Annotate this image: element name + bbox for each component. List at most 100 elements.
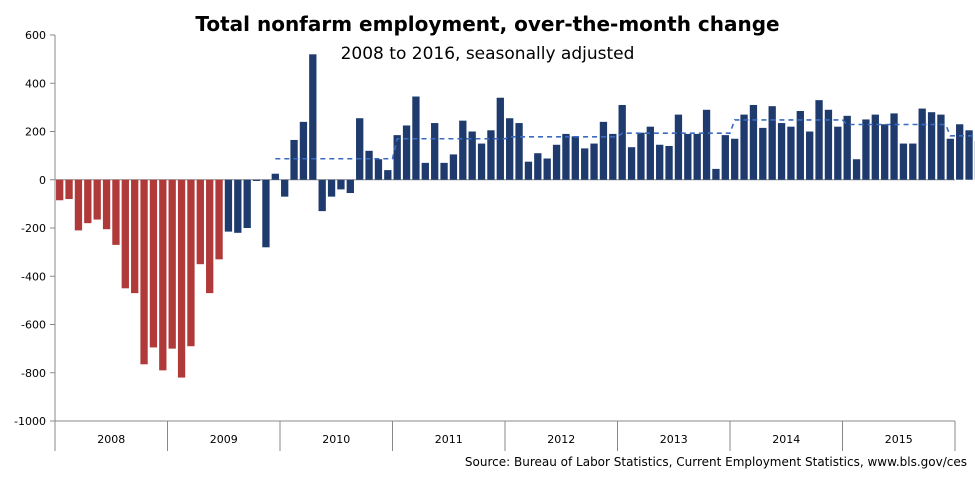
bar <box>815 100 823 180</box>
bar <box>899 143 908 180</box>
bar <box>149 179 158 348</box>
bar <box>909 143 917 180</box>
bar <box>224 179 233 232</box>
bar <box>787 126 795 180</box>
bar <box>806 131 814 180</box>
bar <box>599 121 608 180</box>
bar <box>271 173 279 180</box>
bar <box>562 133 570 180</box>
bar <box>946 138 954 180</box>
bar <box>881 124 889 180</box>
x-tick-label: 2011 <box>435 433 463 446</box>
bar <box>918 108 926 180</box>
bar <box>215 179 223 260</box>
chart-subtitle: 2008 to 2016, seasonally adjusted <box>340 44 635 64</box>
y-tick-label: 200 <box>25 126 46 139</box>
bar <box>618 104 626 180</box>
trend-line <box>275 119 974 160</box>
bar <box>506 118 514 180</box>
x-tick-label: 2008 <box>97 433 125 446</box>
bar <box>93 179 101 220</box>
bar <box>956 124 964 180</box>
chart-title: Total nonfarm employment, over-the-month… <box>195 12 780 36</box>
bar <box>131 179 139 294</box>
y-tick-label: -1000 <box>14 415 46 428</box>
bar <box>384 170 392 180</box>
bar <box>121 179 129 289</box>
y-tick-label: 600 <box>25 29 46 42</box>
bar <box>496 97 504 180</box>
bar <box>656 144 664 180</box>
bar <box>431 123 439 180</box>
x-tick-label: 2009 <box>210 433 238 446</box>
bar <box>843 115 851 180</box>
bar <box>515 123 523 180</box>
bar <box>393 135 401 180</box>
bar <box>543 158 551 180</box>
y-tick-label: 0 <box>39 174 46 187</box>
bar <box>234 179 242 233</box>
bar <box>702 109 711 180</box>
bar <box>168 179 176 349</box>
x-tick-label: 2012 <box>547 433 575 446</box>
bar <box>759 127 767 180</box>
bar <box>299 121 308 180</box>
bar <box>112 179 120 245</box>
bar <box>674 114 683 180</box>
bar <box>646 126 654 180</box>
bar <box>449 154 458 180</box>
bar <box>187 179 195 347</box>
bar <box>65 179 73 200</box>
y-tick-label: -200 <box>21 222 46 235</box>
bar <box>684 133 692 180</box>
bar <box>665 145 673 180</box>
bar <box>102 179 111 230</box>
y-tick-label: -800 <box>21 367 46 380</box>
bar <box>852 159 861 180</box>
bar <box>84 179 92 224</box>
bar <box>468 131 476 180</box>
bar <box>140 179 148 365</box>
bar <box>581 148 589 180</box>
bar <box>337 179 345 190</box>
bar <box>440 162 448 180</box>
bar <box>262 179 270 248</box>
bar <box>421 162 429 180</box>
bar <box>487 130 495 180</box>
source-note: Source: Bureau of Labor Statistics, Curr… <box>464 455 967 469</box>
x-tick-label: 2015 <box>885 433 913 446</box>
bar <box>637 132 645 180</box>
x-tick-label: 2010 <box>322 433 350 446</box>
bar <box>965 130 973 180</box>
x-tick-label: 2014 <box>772 433 800 446</box>
bar <box>693 133 701 180</box>
bar <box>937 114 945 180</box>
bar <box>243 179 251 228</box>
bar <box>374 159 383 180</box>
bar <box>834 126 842 180</box>
bar <box>74 179 83 231</box>
bar <box>459 120 467 180</box>
bar <box>862 119 870 180</box>
bar <box>356 118 364 180</box>
bar <box>777 123 786 180</box>
bar <box>318 179 326 212</box>
y-tick-label: 400 <box>25 77 46 90</box>
bar <box>721 135 729 180</box>
bar <box>609 133 617 180</box>
bar <box>927 112 936 180</box>
bar <box>712 168 720 180</box>
bar <box>402 125 411 180</box>
bar <box>552 144 561 180</box>
bar <box>571 136 579 180</box>
bar <box>824 109 833 180</box>
bar <box>309 54 317 180</box>
bar <box>796 110 804 180</box>
bar <box>281 179 289 197</box>
bar <box>346 179 354 194</box>
bar <box>627 147 636 180</box>
bar <box>477 143 486 180</box>
y-tick-label: -400 <box>21 270 46 283</box>
